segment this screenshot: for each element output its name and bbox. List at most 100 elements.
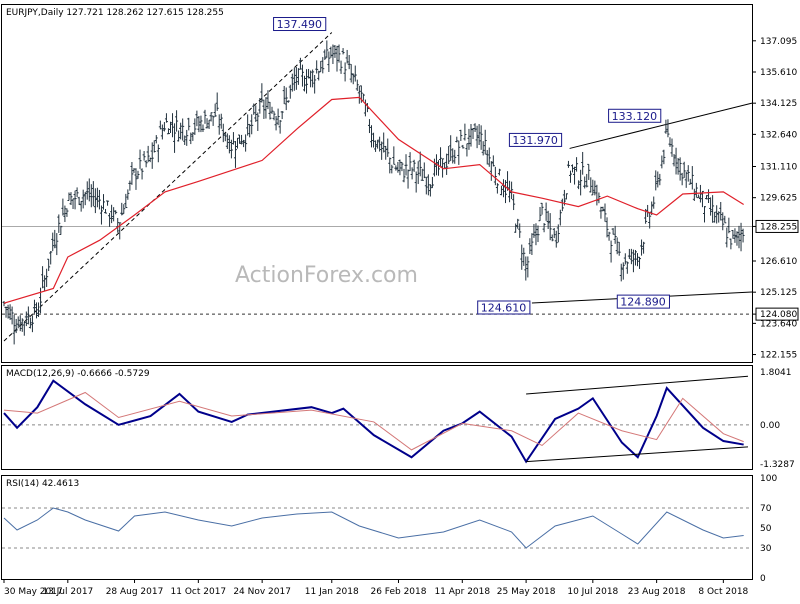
rsi-y-tick-label: 70 <box>760 504 772 514</box>
price-bar <box>79 200 83 212</box>
price-bar <box>418 151 422 177</box>
price-bar <box>700 190 704 208</box>
price-bar <box>664 119 668 134</box>
price-bar <box>627 248 631 259</box>
x-tick: 13 Jul 2017 <box>42 579 93 597</box>
price-bar <box>213 103 217 117</box>
x-tick-label: 25 May 2018 <box>497 587 556 597</box>
price-bar <box>540 202 544 215</box>
price-bar <box>205 118 209 129</box>
price-bar <box>573 166 577 185</box>
price-bar <box>4 306 8 318</box>
price-bar <box>678 157 682 181</box>
price-bar <box>166 128 170 135</box>
price-bar <box>394 165 398 171</box>
price-bar <box>461 144 465 149</box>
price-bar <box>370 125 374 148</box>
price-bar <box>47 258 51 272</box>
price-bar <box>331 44 335 65</box>
price-bar <box>487 147 491 167</box>
price-bar <box>343 62 347 82</box>
price-bar <box>635 253 639 267</box>
price-y-tick: 122.155 <box>752 351 797 361</box>
macd-y-tick-label: 0.00 <box>760 421 780 431</box>
price-bar <box>479 125 483 150</box>
price-bar <box>41 266 45 289</box>
price-bar <box>690 166 694 190</box>
price-bar <box>518 223 522 238</box>
price-bar <box>646 204 650 218</box>
price-bar <box>37 302 41 317</box>
price-bar <box>674 147 678 175</box>
price-bar <box>8 304 12 320</box>
price-bar <box>197 115 201 133</box>
price-bar <box>648 212 652 229</box>
price-bar <box>61 198 65 216</box>
price-bar <box>453 149 457 164</box>
price-bar <box>520 244 524 270</box>
price-annotation-box <box>477 300 531 315</box>
x-tick-label: 11 Apr 2018 <box>434 587 490 597</box>
price-bar <box>227 135 231 154</box>
price-bar <box>333 45 337 58</box>
price-bar <box>2 301 6 307</box>
x-tick-label: 11 Oct 2017 <box>171 587 227 597</box>
price-bar <box>654 170 658 191</box>
price-bar <box>313 74 317 94</box>
price-bar <box>530 233 534 255</box>
price-bar <box>491 155 495 167</box>
price-y-tick-label: 125.125 <box>760 288 797 298</box>
price-bar <box>97 189 101 210</box>
price-bar <box>256 112 260 131</box>
price-bar <box>168 121 172 133</box>
price-bar <box>568 170 572 183</box>
price-bar <box>32 299 36 314</box>
price-bar <box>593 180 597 196</box>
price-y-tick: 128.255 <box>752 219 799 233</box>
price-bar <box>361 93 365 101</box>
macd-panel <box>1 365 753 470</box>
price-bar <box>233 141 237 168</box>
price-bar <box>542 223 546 233</box>
price-bar <box>266 90 270 110</box>
rsi-layer <box>2 507 752 549</box>
price-bar <box>85 181 89 200</box>
price-bar <box>175 110 179 132</box>
price-bar <box>707 189 711 204</box>
price-bar <box>296 68 300 85</box>
price-bar <box>207 119 211 129</box>
price-y-tick-label: 124.080 <box>760 310 797 320</box>
price-bar <box>658 173 662 186</box>
price-bar <box>388 157 392 174</box>
price-bar <box>276 108 280 126</box>
price-bar <box>621 262 625 280</box>
price-bar <box>374 140 378 152</box>
price-annotation-label: 133.120 <box>612 110 658 123</box>
price-bar <box>319 60 323 73</box>
price-bar <box>404 154 408 176</box>
price-bar <box>676 157 680 175</box>
macd-y-tick: 0.00 <box>760 421 780 431</box>
price-bar <box>499 185 503 196</box>
price-bar <box>729 238 733 250</box>
price-bar <box>55 233 59 256</box>
price-bar <box>134 168 138 190</box>
price-bar <box>510 181 514 200</box>
price-bar <box>223 132 227 142</box>
price-bar <box>18 315 22 332</box>
macd-panel-title: MACD(12,26,9) -0.6666 -0.5729 <box>6 369 150 379</box>
price-bar <box>672 154 676 167</box>
price-bar <box>248 123 252 138</box>
price-bar <box>684 171 688 188</box>
price-bar <box>412 159 416 172</box>
x-tick: 23 Aug 2018 <box>628 579 686 597</box>
price-y-tick: 137.095 <box>752 37 797 47</box>
price-bar <box>307 68 311 79</box>
price-bar <box>396 161 400 173</box>
price-bar <box>463 123 467 141</box>
price-y-tick-box <box>755 307 799 321</box>
price-y-tick: 123.640 <box>752 319 797 329</box>
price-bar <box>93 188 97 214</box>
price-bar <box>351 73 355 85</box>
